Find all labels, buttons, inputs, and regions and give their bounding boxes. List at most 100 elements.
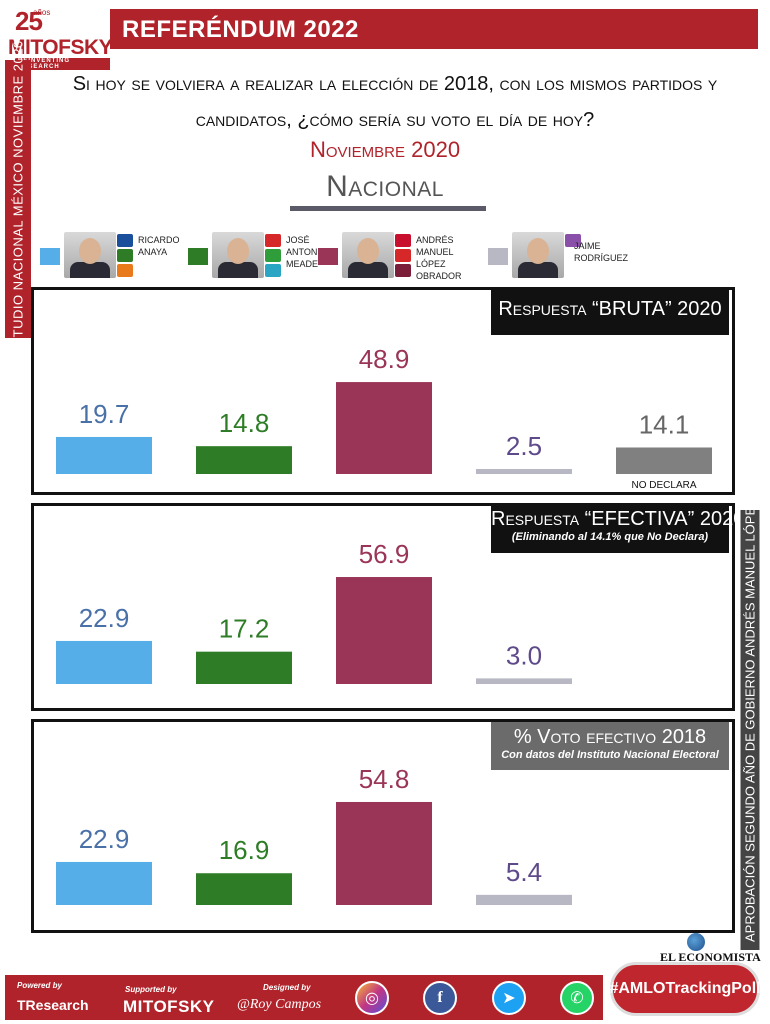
candidate-photo: [512, 232, 564, 278]
panel-title-box: Respuesta “BRUTA” 2020: [491, 289, 729, 335]
supported-by-name: MITOFSKY: [123, 997, 215, 1016]
powered-by-label: Powered by: [17, 981, 62, 990]
bar-value-label: 54.8: [359, 764, 410, 794]
candidate-name-line: Meade: [286, 259, 319, 269]
panel-title-box: Respuesta “EFECTIVA” 2020 (Eliminando al…: [491, 505, 745, 553]
candidate-name-line: Andrés: [416, 235, 454, 245]
chart-bar: [196, 873, 292, 905]
candidate-name: Ricardo Anaya: [138, 234, 180, 258]
page-title: REFERÉNDUM 2022: [122, 16, 359, 43]
whatsapp-icon[interactable]: ✆: [560, 981, 594, 1015]
party-logos: [117, 234, 133, 278]
el-economista-logo: EL ECONOMISTA: [660, 950, 761, 964]
survey-question: Si hoy se volviera a realizar la elecció…: [45, 66, 745, 138]
chart-bar: [476, 894, 572, 905]
legend-item: Jaime Rodríguez: [488, 230, 648, 282]
candidate-name-line: José: [286, 235, 310, 245]
panel-title-box: % Voto efectivo 2018 Con datos del Insti…: [491, 722, 729, 770]
bar-value-label: 2.5: [506, 431, 542, 461]
party-logos: [565, 234, 581, 278]
bar-value-label: 22.9: [79, 824, 130, 854]
candidate-name-line: Obrador: [416, 271, 462, 281]
bar-value-label: 3.0: [506, 640, 542, 670]
chart-bar: [196, 446, 292, 474]
question-line-1: Si hoy se volviera a realizar la elecció…: [72, 73, 718, 95]
bar-chart-bruta: 19.7 14.8 48.9 2.5 14.1 NO DECLARA: [56, 344, 712, 491]
chart-bar: [56, 861, 152, 905]
legend-swatch: [188, 248, 208, 265]
chart-subtitle: Con datos del Instituto Nacional Elector…: [501, 749, 719, 761]
chart-bar: [336, 577, 432, 684]
chart-panel-2018: % Voto efectivo 2018 Con datos del Insti…: [31, 719, 735, 933]
candidate-name-line: Jaime: [574, 241, 601, 251]
bar-value-label: 22.9: [79, 603, 130, 633]
chart-bar: [336, 382, 432, 474]
logo-tagline: REINVENTING RESEARCH: [15, 58, 110, 70]
chart-bar: [56, 640, 152, 684]
candidate-name-line: Ricardo: [138, 235, 180, 245]
candidate-photo: [342, 232, 394, 278]
candidate-name-line: López: [416, 259, 446, 269]
candidate-name-line: Anaya: [138, 247, 168, 257]
designed-by-label: Designed by: [263, 983, 311, 992]
legend-swatch: [40, 248, 60, 265]
scope-underline: [290, 206, 486, 211]
chart-bar: [476, 469, 572, 474]
chart-title: Respuesta “BRUTA” 2020: [498, 298, 722, 320]
chart-title: % Voto efectivo 2018: [513, 726, 707, 748]
party-logos: [395, 234, 411, 278]
survey-date: Noviembre 2020: [309, 137, 461, 162]
powered-by-name: TResearch: [17, 997, 89, 1013]
chart-bar: [56, 436, 152, 474]
legend-swatch: [318, 248, 338, 265]
candidate-photo: [64, 232, 116, 278]
chart-bar: [476, 678, 572, 684]
chart-bar: [616, 447, 712, 474]
bar-value-label: 14.8: [219, 408, 270, 438]
title-bar: REFERÉNDUM 2022: [110, 9, 758, 49]
logo-number: 25: [15, 6, 43, 36]
legend-item: Ricardo Anaya: [40, 230, 200, 282]
bar-chart-efectiva: 22.9 17.2 56.9 3.0: [56, 539, 572, 684]
question-line-2: candidatos, ¿cómo sería su voto el día d…: [195, 109, 595, 131]
survey-scope: Nacional: [326, 170, 444, 203]
globe-icon: [687, 933, 705, 951]
bar-value-label: 19.7: [79, 399, 130, 429]
bar-value-label: 5.4: [506, 857, 542, 887]
chart-panel-bruta: Respuesta “BRUTA” 2020 19.7 14.8 48.9 2.5 14…: [31, 287, 735, 495]
chart-subtitle: (Eliminando al 14.1% que No Declara): [511, 531, 709, 543]
right-vertical-caption: APROBACIÓN SEGUNDO AÑO DE GOBIERNO ANDRÉ…: [740, 430, 760, 950]
left-side-banner: [5, 60, 31, 338]
designed-by-name: @Roy Campos: [237, 997, 322, 1012]
footer-bar: Powered by TResearch Supported by MITOFS…: [5, 975, 603, 1020]
hashtag-badge[interactable]: #AMLOTrackingPoll: [609, 962, 761, 1016]
logo-anos: años: [33, 8, 51, 17]
candidate-name-line: Antonio: [286, 247, 327, 257]
twitter-icon[interactable]: ➤: [492, 981, 526, 1015]
legend-item: José Antonio Meade: [188, 230, 348, 282]
logo-word: MITOFSKY: [8, 36, 113, 59]
bar-value-label: 16.9: [219, 835, 270, 865]
candidate-name-line: Rodríguez: [574, 253, 628, 263]
candidate-name: José Antonio Meade: [286, 234, 327, 270]
chart-bar: [196, 651, 292, 684]
bar-value-label: 56.9: [359, 539, 410, 569]
legend-item: Andrés Manuel López Obrador: [318, 230, 478, 282]
facebook-icon[interactable]: f: [423, 981, 457, 1015]
supported-by-label: Supported by: [125, 985, 177, 994]
candidate-photo: [212, 232, 264, 278]
chart-panel-efectiva: Respuesta “EFECTIVA” 2020 (Eliminando al…: [31, 503, 745, 711]
chart-title: Respuesta “EFECTIVA” 2020: [491, 508, 745, 530]
chart-bar: [336, 801, 432, 905]
candidate-name-line: Manuel: [416, 247, 454, 257]
mitofsky-logo: 25 años MITOFSKY REINVENTING RESEARCH: [5, 6, 113, 70]
category-label: NO DECLARA: [631, 480, 696, 491]
candidate-name: Jaime Rodríguez: [574, 240, 628, 264]
candidate-name: Andrés Manuel López Obrador: [416, 234, 462, 282]
bar-value-label: 48.9: [359, 344, 410, 374]
bar-chart-2018: 22.9 16.9 54.8 5.4: [56, 764, 572, 905]
bar-value-label: 14.1: [639, 409, 690, 439]
bar-value-label: 17.2: [219, 614, 270, 644]
instagram-icon[interactable]: ◎: [355, 981, 389, 1015]
party-logos: [265, 234, 281, 278]
